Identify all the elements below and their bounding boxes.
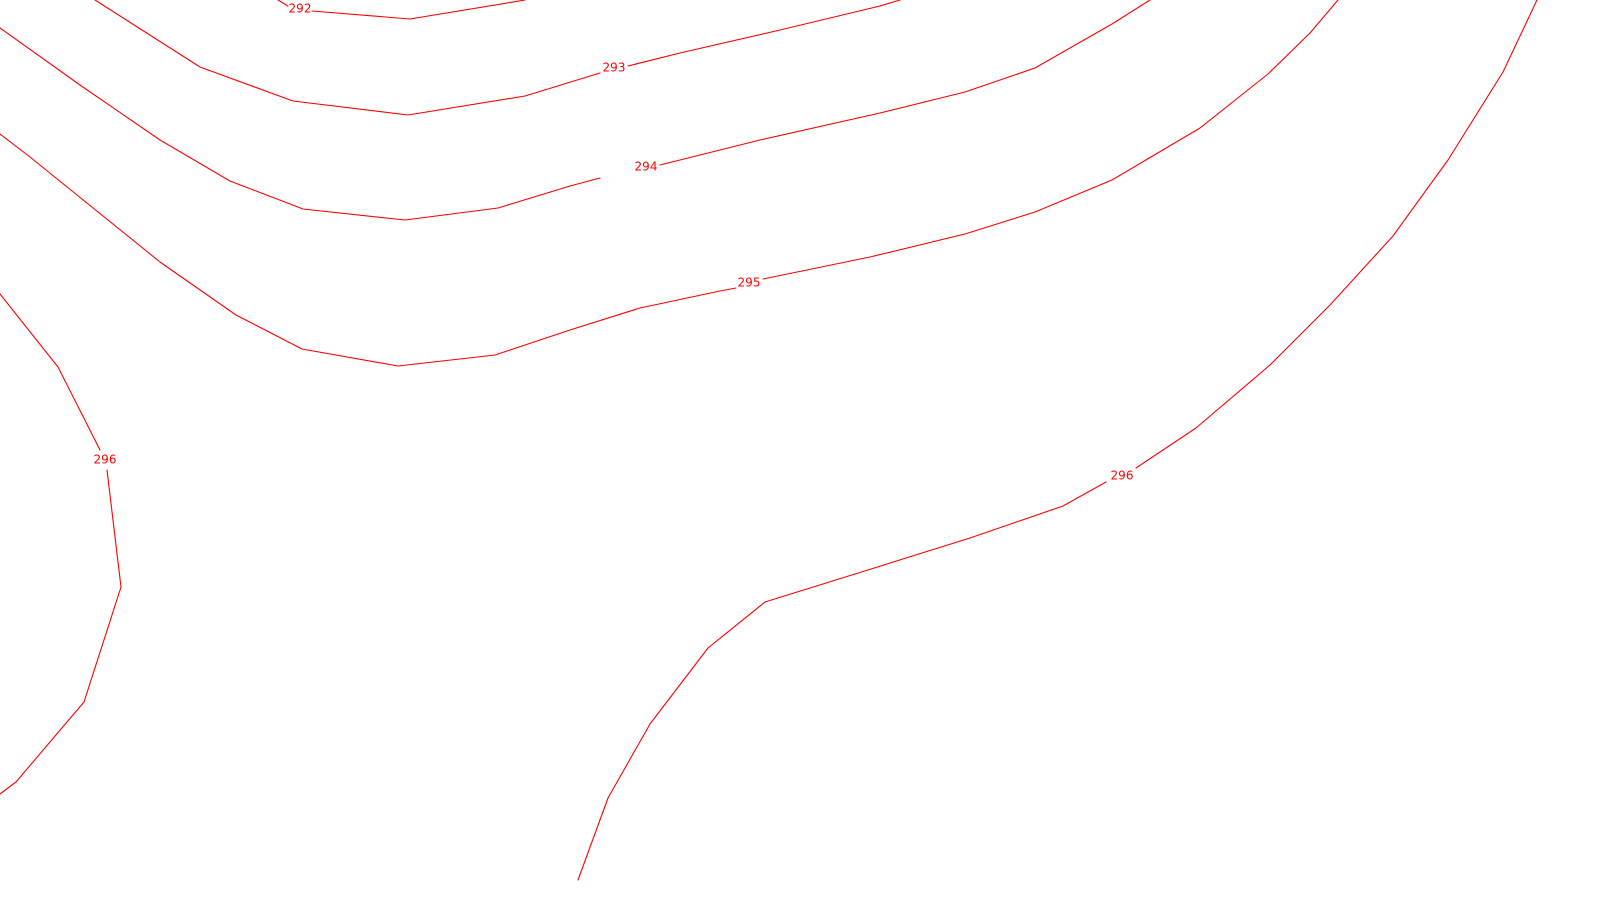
contour-line-294 [0,133,737,367]
contour-line-296-left [0,293,101,451]
contour-line-296-left-lower [0,469,122,795]
contour-label-293: 293 [603,61,626,75]
contour-line-292-top-left [277,0,289,7]
contour-line-296-right [1135,0,1538,469]
contour-line-292 [94,0,601,116]
contour-label-292: 292 [289,2,312,16]
contour-line-296-right-lower [577,481,1107,881]
contour-label-295: 295 [738,276,761,290]
contour-line-292-top [311,0,526,20]
contour-line-294-right [659,0,1151,166]
contour-line-293 [0,27,601,221]
contour-label-294: 294 [635,160,658,174]
contour-label-296-left: 296 [94,453,117,467]
contour-label-296-right: 296 [1111,469,1134,483]
contour-line-293-right [627,5,881,67]
contour-line-295 [762,0,1339,280]
contour-line-292-top-right [879,0,901,7]
